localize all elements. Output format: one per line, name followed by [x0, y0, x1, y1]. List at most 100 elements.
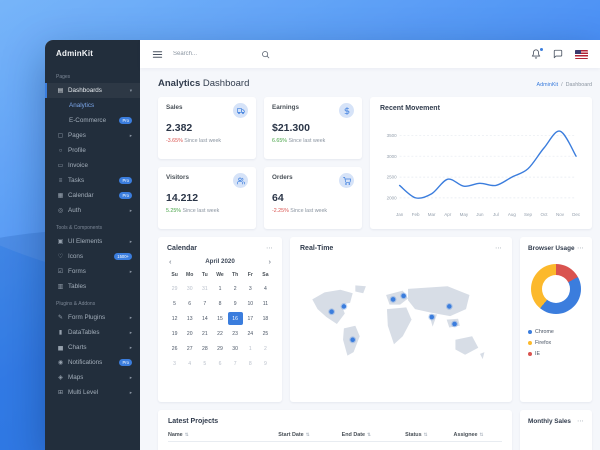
calendar-day[interactable]: 25: [262, 330, 269, 337]
sidebar-item-form-plugins[interactable]: ✎ Form Plugins ▸: [45, 310, 140, 325]
us-flag-icon[interactable]: [575, 49, 588, 59]
realtime-visitor-dot: [389, 296, 397, 303]
calendar-day-header: Su: [171, 272, 178, 278]
column-header-assignee[interactable]: Assignee ⇅: [454, 432, 502, 438]
calendar-day[interactable]: 1: [248, 345, 252, 352]
stat-card-sales: Sales 2.382 -3.65% Since last week: [158, 97, 256, 159]
card-menu-icon[interactable]: ⋯: [577, 245, 584, 252]
calendar-day[interactable]: 17: [247, 315, 254, 322]
breadcrumb-home[interactable]: AdminKit: [536, 82, 559, 88]
sidebar-item-icons[interactable]: ♡ Icons 1500+: [45, 249, 140, 264]
calendar-day[interactable]: 13: [186, 315, 193, 322]
sidebar-item-invoice[interactable]: ▭ Invoice: [45, 158, 140, 173]
sidebar-item-pages[interactable]: ▢ Pages ▸: [45, 128, 140, 143]
calendar-day[interactable]: 22: [217, 330, 223, 337]
sidebar-item-datatables[interactable]: ▮ DataTables ▸: [45, 325, 140, 340]
calendar-day[interactable]: 10: [247, 300, 254, 307]
calendar-day[interactable]: 14: [202, 315, 208, 322]
sidebar-item-dashboards[interactable]: ▤ Dashboards ▾: [45, 83, 140, 98]
calendar-day[interactable]: 12: [171, 315, 178, 322]
sidebar-item-auth[interactable]: ◎ Auth ▸: [45, 203, 140, 218]
monthly-sales-card: Monthly Sales ⋯: [520, 410, 592, 450]
calendar-prev-button[interactable]: ‹: [169, 257, 172, 266]
card-title: Latest Projects: [168, 418, 219, 425]
calendar-day[interactable]: 3: [248, 285, 252, 292]
calendar-day[interactable]: 3: [173, 360, 176, 367]
card-menu-icon[interactable]: ⋯: [577, 418, 584, 425]
calendar-day[interactable]: 6: [188, 300, 192, 307]
column-label: Start Date: [278, 432, 304, 438]
calendar-day[interactable]: 26: [171, 345, 178, 352]
calendar-day[interactable]: 6: [218, 360, 222, 367]
calendar-day[interactable]: 11: [262, 300, 269, 307]
calendar-day[interactable]: 29: [171, 285, 178, 292]
calendar-day[interactable]: 5: [173, 300, 176, 307]
calendar-day[interactable]: 7: [203, 300, 207, 307]
calendar-day[interactable]: 9: [233, 300, 237, 307]
calendar-day[interactable]: 8: [248, 360, 252, 367]
calendar-day[interactable]: 15: [217, 315, 223, 322]
calendar-day[interactable]: 19: [171, 330, 178, 337]
sidebar-item-notifications[interactable]: ◉ Notifications Pro: [45, 355, 140, 370]
column-header-name[interactable]: Name ⇅: [168, 432, 278, 438]
calendar-day[interactable]: 21: [202, 330, 208, 337]
calendar-day[interactable]: 18: [262, 315, 269, 322]
calendar-day[interactable]: 5: [203, 360, 207, 367]
calendar-day[interactable]: 29: [217, 345, 223, 352]
calendar-day[interactable]: 20: [186, 330, 193, 337]
search-icon[interactable]: [261, 50, 270, 59]
page-content: Analytics Dashboard AdminKit / Dashboard…: [140, 68, 600, 450]
hamburger-menu-icon[interactable]: [152, 49, 163, 60]
svg-text:Nov: Nov: [556, 212, 565, 217]
sidebar-item-tasks[interactable]: ≡ Tasks Pro: [45, 173, 140, 188]
sidebar-item-charts[interactable]: ▅ Charts ▸: [45, 340, 140, 355]
calendar-day[interactable]: 16: [227, 312, 243, 325]
svg-text:3000: 3000: [387, 154, 398, 159]
stat-value: $21.300: [272, 122, 310, 134]
calendar-day[interactable]: 27: [186, 345, 193, 352]
column-header-end-date[interactable]: End Date ⇅: [342, 432, 405, 438]
app-window: AdminKit Pages ▤ Dashboards ▾ Analytics E-Com…: [45, 40, 600, 450]
sidebar-item-ui-elements[interactable]: ▣ UI Elements ▸: [45, 234, 140, 249]
calendar-day[interactable]: 24: [247, 330, 254, 337]
sidebar-item-forms[interactable]: ☑ Forms ▸: [45, 264, 140, 279]
stat-title: Earnings: [272, 104, 299, 111]
calendar-day[interactable]: 1: [218, 285, 222, 292]
calendar-day[interactable]: 8: [218, 300, 222, 307]
calendar-day[interactable]: 30: [232, 345, 238, 352]
stat-card-header: Orders: [272, 173, 354, 188]
sidebar-item-calendar[interactable]: ▦ Calendar Pro: [45, 188, 140, 203]
sidebar-item-maps[interactable]: ◈ Maps ▸: [45, 370, 140, 385]
calendar-day[interactable]: 31: [202, 285, 208, 292]
stat-card-earnings: Earnings $21.300 6.65% Since last week: [264, 97, 362, 159]
sidebar-item-multi-level[interactable]: ⊞ Multi Level ▸: [45, 385, 140, 400]
calendar-day[interactable]: 30: [186, 285, 193, 292]
svg-text:Dec: Dec: [572, 212, 581, 217]
calendar-day[interactable]: 2: [233, 285, 237, 292]
calendar-day[interactable]: 4: [264, 285, 267, 292]
calendar-day[interactable]: 23: [232, 330, 238, 337]
search-input[interactable]: [173, 51, 261, 57]
calendar-day[interactable]: 2: [264, 345, 267, 352]
card-menu-icon[interactable]: ⋯: [495, 245, 502, 252]
column-header-start-date[interactable]: Start Date ⇅: [278, 432, 341, 438]
calendar-day[interactable]: 28: [202, 345, 208, 352]
sidebar-item-tables[interactable]: ▥ Tables: [45, 279, 140, 294]
grid-icon: ▣: [57, 238, 64, 245]
legend-dot: [528, 351, 532, 356]
card-menu-icon[interactable]: ⋯: [266, 245, 273, 252]
app-brand[interactable]: AdminKit: [56, 49, 94, 58]
sidebar-nav: Pages ▤ Dashboards ▾ Analytics E-Commerce Pro ▢…: [45, 67, 140, 400]
sidebar-item-label: Profile: [68, 147, 86, 154]
sidebar-item-analytics[interactable]: Analytics: [45, 98, 140, 113]
sidebar-item-profile[interactable]: ○ Profile: [45, 143, 140, 158]
svg-text:Aug: Aug: [508, 212, 517, 217]
messages-icon[interactable]: [553, 49, 563, 59]
bell-icon[interactable]: [531, 47, 544, 59]
calendar-day[interactable]: 7: [233, 360, 237, 367]
column-header-status[interactable]: Status ⇅: [405, 432, 453, 438]
calendar-day[interactable]: 4: [188, 360, 192, 367]
calendar-next-button[interactable]: ›: [268, 257, 272, 266]
sidebar-item-e-commerce[interactable]: E-Commerce Pro: [45, 113, 140, 128]
calendar-day[interactable]: 9: [264, 360, 267, 367]
